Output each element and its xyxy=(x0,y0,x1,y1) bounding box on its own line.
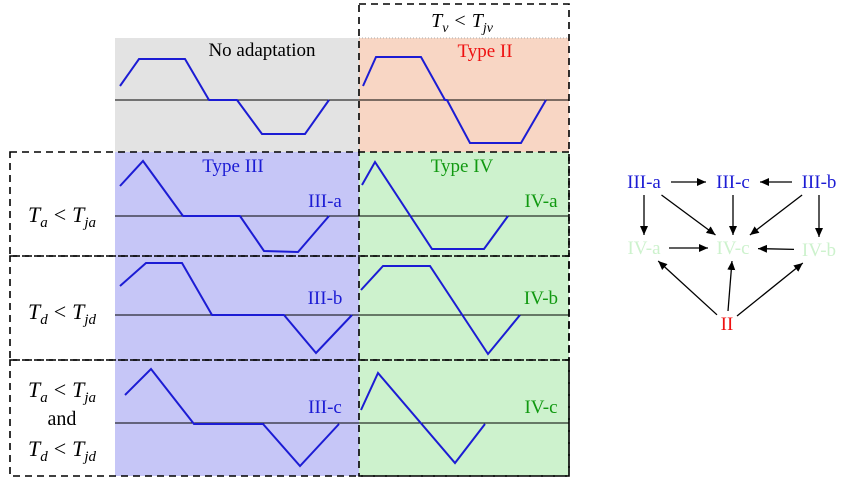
profile-iv-b xyxy=(360,265,521,356)
label-type3: Type III xyxy=(202,156,263,177)
profile-iii-c xyxy=(124,367,340,468)
row-b-condition: Td < Tjd xyxy=(28,299,97,328)
row-a-condition: Ta < Tja xyxy=(28,202,96,231)
graph-node-iv-a: IV-a xyxy=(627,238,661,259)
cell-no-adaptation-bg xyxy=(115,38,359,152)
tag-iv-a: IV-a xyxy=(524,191,558,212)
label-no-adaptation: No adaptation xyxy=(208,40,316,61)
profile-type2 xyxy=(362,56,547,144)
profile-iv-c xyxy=(360,371,486,465)
graph-edge-iv-b-to-iv-c xyxy=(757,244,795,253)
profile-iv-a xyxy=(361,160,509,250)
tag-iii-b: III-b xyxy=(308,288,343,309)
frame-row-c xyxy=(9,359,570,477)
row-c-condition-line1: Ta < Tja xyxy=(28,377,96,406)
profile-no-adaptation xyxy=(119,58,330,135)
graph-edges xyxy=(640,178,823,317)
tag-iii-a: III-a xyxy=(308,191,342,212)
row-c-condition-line2: Td < Tjd xyxy=(28,436,97,465)
graph-node-iv-b: IV-b xyxy=(802,240,836,261)
graph-edge-iii-b-to-iv-c xyxy=(749,194,803,236)
graph-node-ii: II xyxy=(721,314,734,335)
graph-node-iii-a: III-a xyxy=(627,172,661,193)
row-c-condition-and: and xyxy=(48,408,77,430)
graph-nodes: III-a III-c III-b IV-a IV-c IV-b II xyxy=(627,172,836,335)
graph-edge-ii-to-iv-b xyxy=(736,262,804,317)
tag-iv-c: IV-c xyxy=(524,397,557,418)
label-type2: Type II xyxy=(457,41,512,62)
profile-iii-a xyxy=(119,159,330,254)
profile-iii-b xyxy=(119,262,353,355)
graph-edge-ii-to-iv-c xyxy=(727,260,736,312)
graph-edge-iii-a-to-iv-c xyxy=(661,194,716,236)
dashed-frames xyxy=(9,3,570,477)
tag-iii-c: III-c xyxy=(308,397,342,418)
graph-node-iii-c: III-c xyxy=(716,172,750,193)
graph-node-iii-b: III-b xyxy=(802,172,837,193)
graph-node-iv-c: IV-c xyxy=(716,238,749,259)
cell-type4-bg xyxy=(359,152,569,476)
label-type4: Type IV xyxy=(431,156,494,177)
graph-edge-ii-to-iv-a xyxy=(657,260,718,316)
tag-iv-b: IV-b xyxy=(524,288,558,309)
hierarchy-graph: III-a III-c III-b IV-a IV-c IV-b II xyxy=(627,172,836,335)
top-condition: Tv < Tjv xyxy=(431,10,494,36)
